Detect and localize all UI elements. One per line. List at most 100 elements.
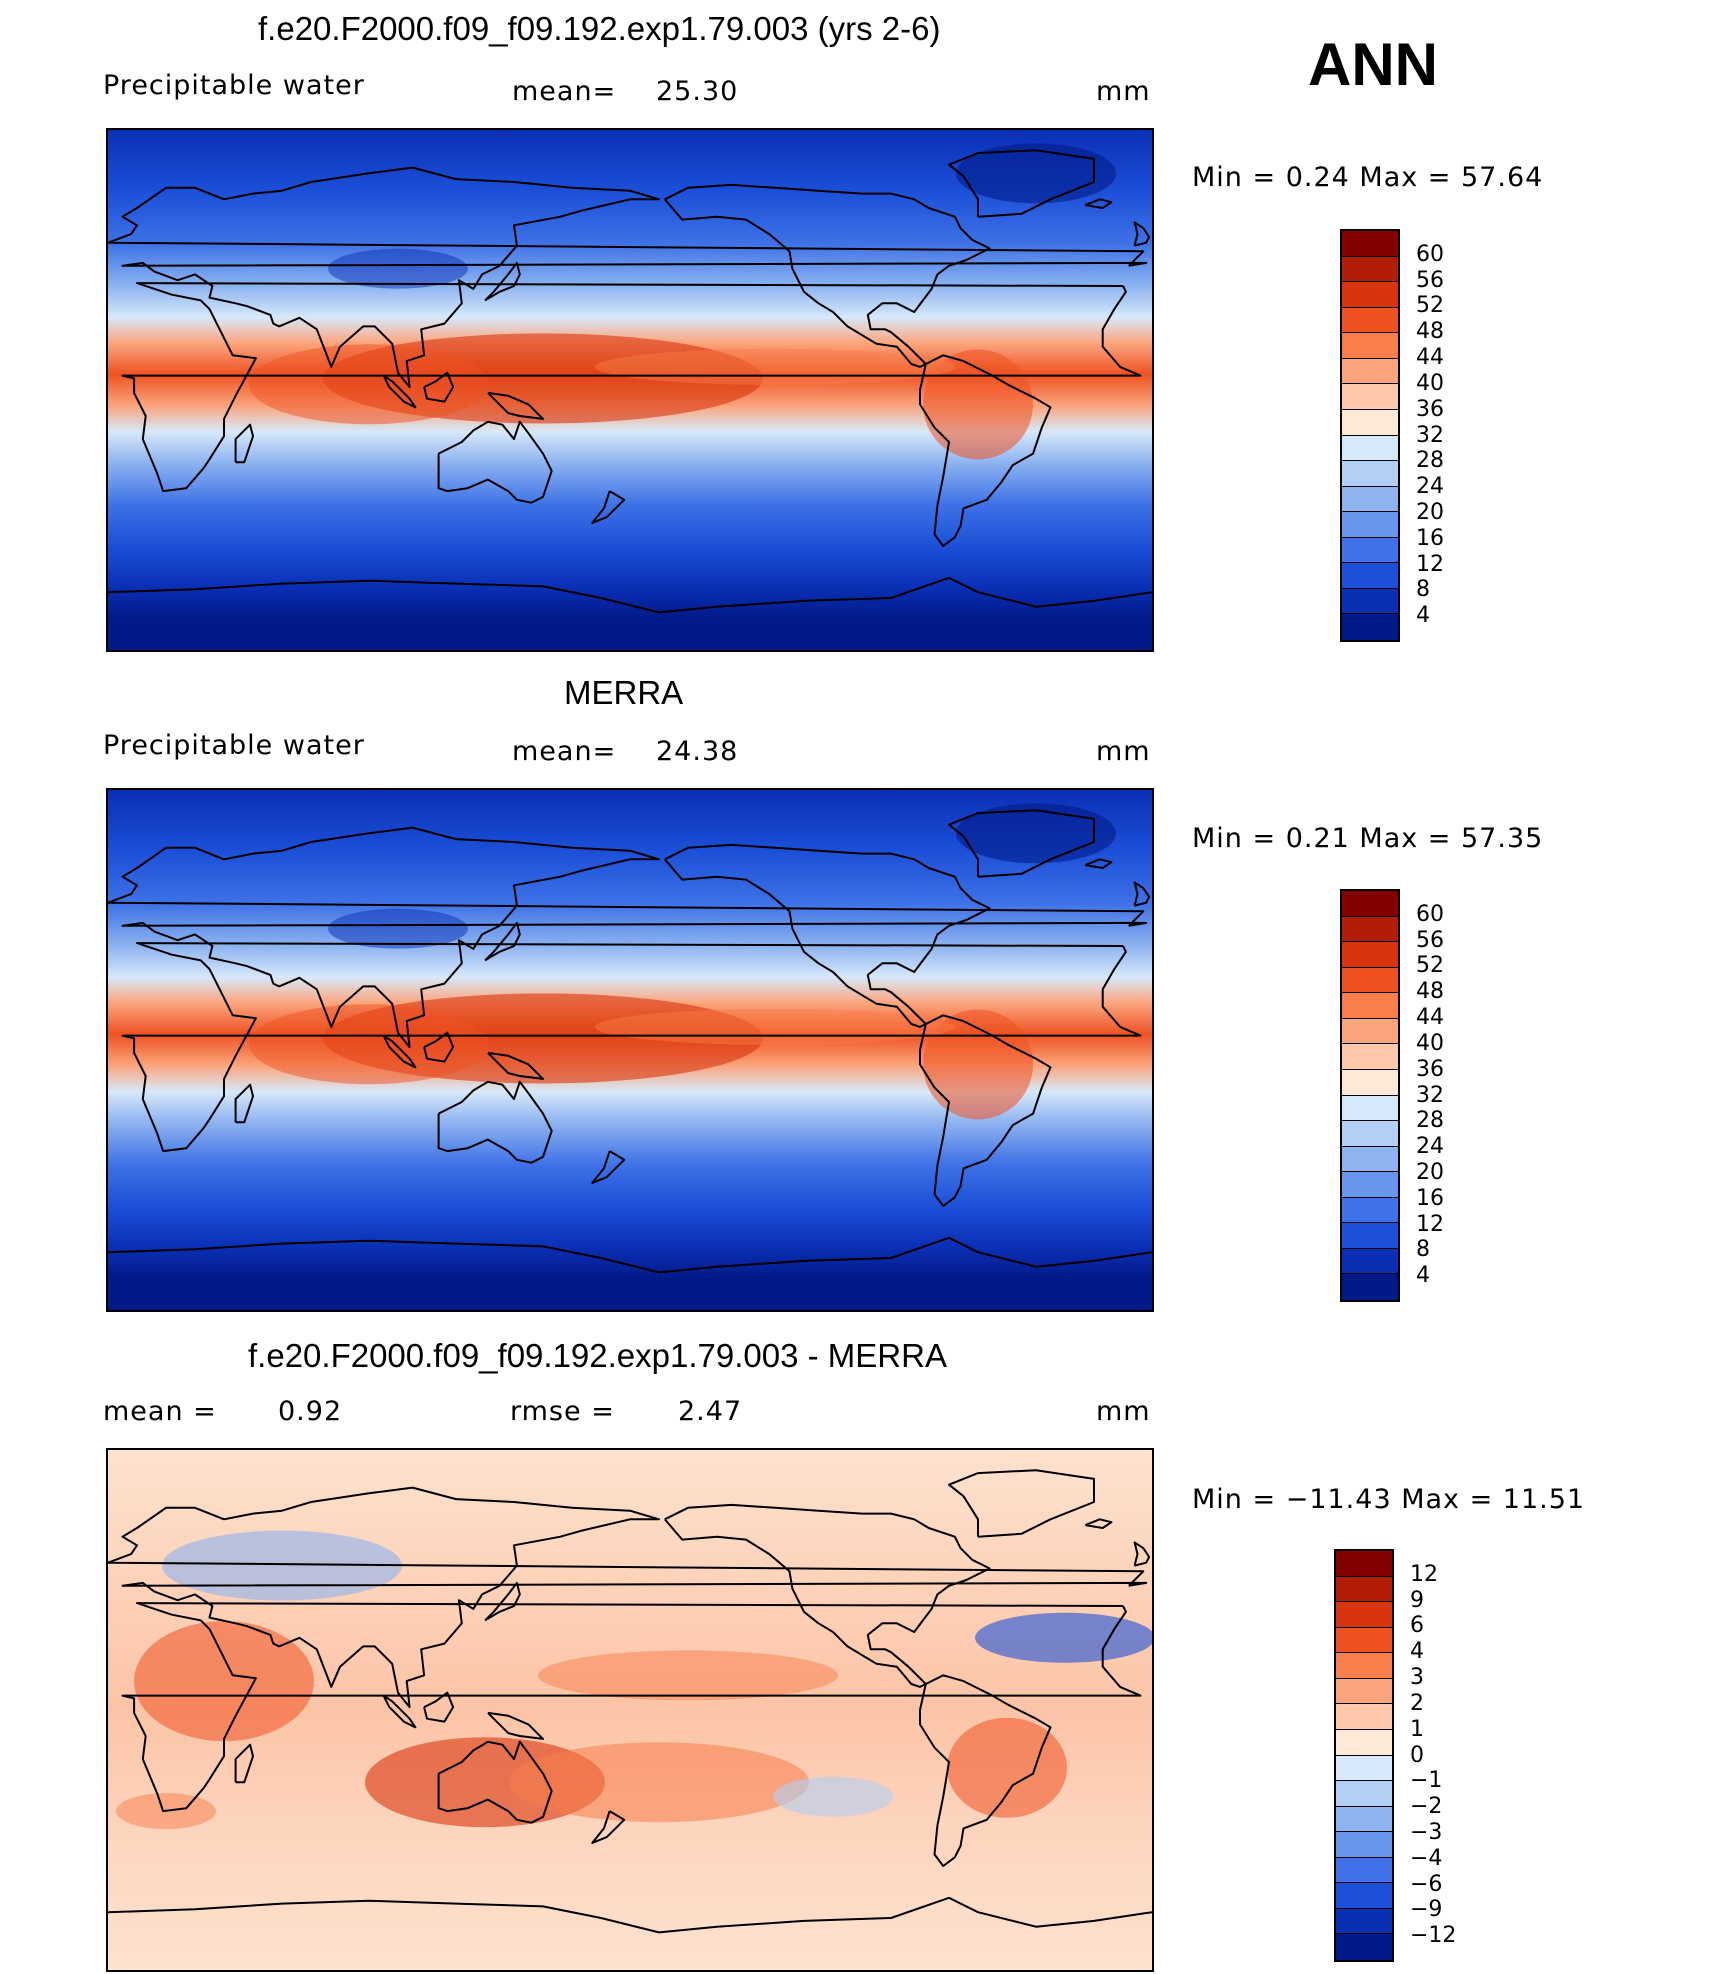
- colorbar-swatch: [1336, 1576, 1392, 1603]
- colorbar-tick-label: 20: [1416, 499, 1444, 525]
- colorbar-tick-label: 44: [1416, 1005, 1444, 1031]
- colorbar-swatch: [1336, 1678, 1392, 1705]
- panel1-title: f.e20.F2000.f09_f09.192.exp1.79.003 (yrs…: [258, 10, 941, 47]
- colorbar-swatch: [1342, 231, 1398, 257]
- colorbar-swatch: [1342, 1223, 1398, 1249]
- colorbar-swatch: [1342, 1197, 1398, 1224]
- panel1-variable: Precipitable water: [103, 70, 365, 101]
- colorbar-tick-label: 16: [1416, 1185, 1444, 1211]
- panel2-minmax: Min = 0.21 Max = 57.35: [1192, 823, 1544, 854]
- colorbar-tick-label: 56: [1416, 267, 1444, 293]
- colorbar-tick-label: −4: [1410, 1845, 1443, 1871]
- colorbar-tick-label: 40: [1416, 1030, 1444, 1056]
- panel2-title: MERRA: [564, 674, 684, 711]
- colorbar-swatch: [1342, 307, 1398, 334]
- colorbar-swatch: [1342, 512, 1398, 538]
- colorbar-swatch: [1342, 563, 1398, 589]
- colorbar-tick-label: 28: [1416, 1108, 1444, 1134]
- colorbar-swatch: [1342, 891, 1398, 917]
- panel3-rmse-value: 2.47: [678, 1396, 743, 1427]
- colorbar-swatch: [1336, 1781, 1392, 1807]
- colorbar-tick-label: 60: [1416, 901, 1444, 927]
- colorbar-tick-label: 32: [1416, 422, 1444, 448]
- colorbar-swatch: [1336, 1729, 1392, 1756]
- panel1-colorbar: [1340, 229, 1400, 642]
- panel3-rmse-label: rmse =: [510, 1396, 615, 1427]
- colorbar-tick-label: 40: [1416, 370, 1444, 396]
- panel1-minmax: Min = 0.24 Max = 57.64: [1192, 162, 1544, 193]
- colorbar-tick-label: 6: [1410, 1613, 1424, 1639]
- colorbar-tick-label: 8: [1416, 577, 1430, 603]
- colorbar-tick-label: 20: [1416, 1159, 1444, 1185]
- colorbar-tick-label: 32: [1416, 1082, 1444, 1108]
- panel2-colorbar: [1340, 889, 1400, 1302]
- colorbar-tick-label: 48: [1416, 319, 1444, 345]
- colorbar-swatch: [1342, 409, 1398, 436]
- panel3-mean-value: 0.92: [278, 1396, 343, 1427]
- colorbar-swatch: [1342, 358, 1398, 385]
- colorbar-swatch: [1342, 916, 1398, 943]
- colorbar-tick-label: 0: [1410, 1742, 1424, 1768]
- panel1-map: [106, 128, 1154, 652]
- panel3-title: f.e20.F2000.f09_f09.192.exp1.79.003 - ME…: [248, 1337, 947, 1374]
- colorbar-swatch: [1342, 537, 1398, 564]
- colorbar-swatch: [1342, 588, 1398, 615]
- colorbar-swatch: [1336, 1908, 1392, 1935]
- panel3-colorbar: [1334, 1549, 1394, 1962]
- colorbar-swatch: [1342, 333, 1398, 359]
- colorbar-tick-label: 16: [1416, 525, 1444, 551]
- colorbar-tick-label: 8: [1416, 1237, 1430, 1263]
- colorbar-swatch: [1342, 1146, 1398, 1173]
- colorbar-tick-label: 24: [1416, 1134, 1444, 1160]
- panel1-mean-value: 25.30: [656, 76, 739, 107]
- colorbar-tick-label: 12: [1416, 1211, 1444, 1237]
- panel2-units: mm: [1096, 736, 1151, 767]
- colorbar-tick-label: 9: [1410, 1587, 1424, 1613]
- panel3-mean-label: mean =: [103, 1396, 217, 1427]
- colorbar-swatch: [1342, 1121, 1398, 1147]
- colorbar-swatch: [1336, 1934, 1392, 1960]
- colorbar-swatch: [1342, 1172, 1398, 1198]
- colorbar-tick-label: 24: [1416, 474, 1444, 500]
- colorbar-swatch: [1336, 1704, 1392, 1730]
- colorbar-tick-label: 56: [1416, 927, 1444, 953]
- colorbar-swatch: [1342, 967, 1398, 994]
- colorbar-swatch: [1342, 256, 1398, 283]
- colorbar-swatch: [1342, 1095, 1398, 1122]
- colorbar-swatch: [1336, 1883, 1392, 1909]
- colorbar-swatch: [1336, 1653, 1392, 1679]
- panel2-map: [106, 788, 1154, 1312]
- colorbar-tick-label: 4: [1410, 1639, 1424, 1665]
- colorbar-swatch: [1342, 282, 1398, 308]
- colorbar-swatch: [1336, 1832, 1392, 1858]
- colorbar-swatch: [1336, 1806, 1392, 1833]
- colorbar-tick-label: −3: [1410, 1819, 1443, 1845]
- colorbar-tick-label: 2: [1410, 1690, 1424, 1716]
- panel3-map: [106, 1448, 1154, 1972]
- colorbar-tick-label: −9: [1410, 1897, 1443, 1923]
- colorbar-swatch: [1342, 1248, 1398, 1275]
- panel3-minmax: Min = −11.43 Max = 11.51: [1192, 1484, 1586, 1515]
- colorbar-tick-label: −12: [1410, 1923, 1457, 1949]
- colorbar-swatch: [1342, 384, 1398, 410]
- colorbar-swatch: [1342, 1274, 1398, 1300]
- colorbar-tick-label: 48: [1416, 979, 1444, 1005]
- colorbar-tick-label: −2: [1410, 1794, 1443, 1820]
- panel1-units: mm: [1096, 76, 1151, 107]
- colorbar-swatch: [1342, 1044, 1398, 1070]
- colorbar-swatch: [1342, 942, 1398, 968]
- colorbar-swatch: [1336, 1755, 1392, 1782]
- panel2-mean-value: 24.38: [656, 736, 739, 767]
- colorbar-tick-label: 4: [1416, 603, 1430, 629]
- colorbar-swatch: [1342, 1069, 1398, 1096]
- colorbar-swatch: [1342, 614, 1398, 640]
- colorbar-tick-label: −6: [1410, 1871, 1443, 1897]
- colorbar-tick-label: 4: [1416, 1263, 1430, 1289]
- colorbar-tick-label: 52: [1416, 953, 1444, 979]
- panel2-variable: Precipitable water: [103, 730, 365, 761]
- colorbar-swatch: [1336, 1627, 1392, 1654]
- colorbar-tick-label: 60: [1416, 241, 1444, 267]
- colorbar-tick-label: 12: [1410, 1561, 1438, 1587]
- colorbar-swatch: [1336, 1602, 1392, 1628]
- panel3-units: mm: [1096, 1396, 1151, 1427]
